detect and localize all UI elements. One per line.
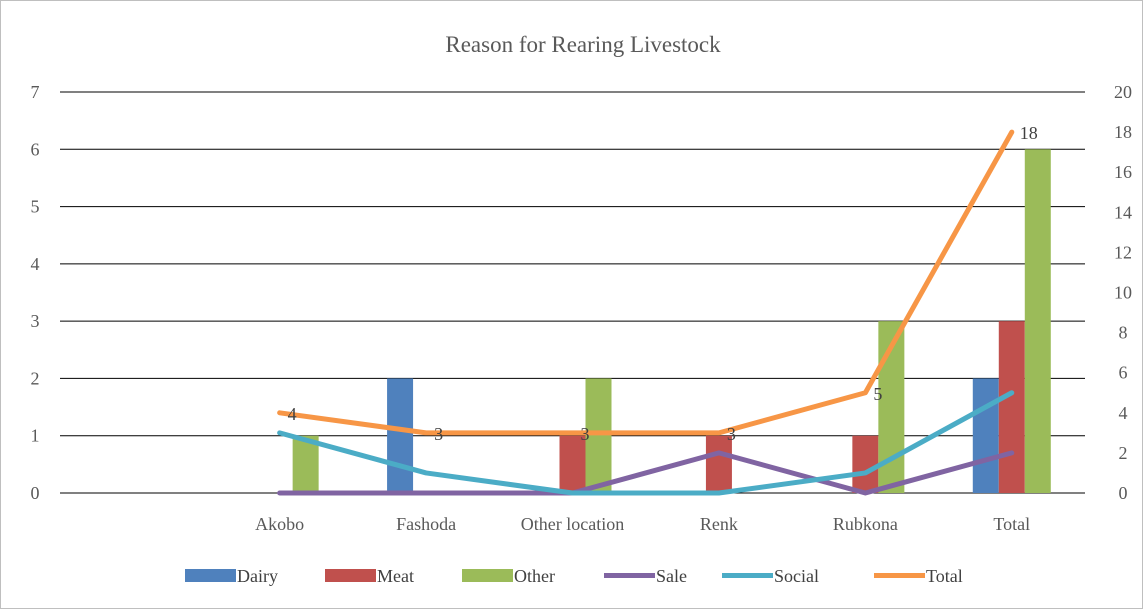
category-label: Rubkona [833, 514, 898, 534]
data-label: 3 [434, 424, 443, 444]
legend-swatch-meat [325, 569, 376, 582]
primary-tick-label: 6 [31, 139, 40, 159]
secondary-tick-label: 8 [1119, 323, 1128, 343]
bar-other-other-location [585, 378, 612, 493]
line-series-total [277, 129, 1015, 436]
bar-meat-other-location [559, 435, 586, 493]
secondary-tick-label: 18 [1114, 122, 1132, 142]
bar-meat-total [998, 321, 1025, 493]
legend-label-sale: Sale [656, 566, 687, 586]
bar-dairy-total [972, 378, 999, 493]
primary-tick-label: 2 [31, 368, 40, 388]
legend-label-other: Other [514, 566, 555, 586]
line-series-social [277, 390, 1015, 496]
data-label: 3 [581, 424, 590, 444]
legend-label-total: Total [926, 566, 963, 586]
primary-tick-label: 7 [31, 82, 40, 102]
primary-tick-label: 3 [31, 311, 40, 331]
secondary-tick-label: 16 [1114, 162, 1132, 182]
legend-label-social: Social [774, 566, 819, 586]
bar-series [292, 149, 1051, 494]
category-labels: Akobo Fashoda Other location Renk Rubkona Tot… [255, 514, 1030, 534]
secondary-tick-label: 0 [1119, 483, 1128, 503]
primary-tick-label: 5 [31, 197, 40, 217]
legend-label-dairy: Dairy [237, 566, 278, 586]
bar-dairy-fashoda [387, 378, 414, 493]
primary-tick-label: 1 [31, 426, 40, 446]
secondary-tick-label: 20 [1114, 82, 1132, 102]
data-label: 4 [288, 404, 297, 424]
data-label: 5 [873, 384, 882, 404]
legend-swatch-dairy [185, 569, 236, 582]
secondary-tick-label: 12 [1114, 242, 1132, 262]
data-label: 3 [727, 424, 736, 444]
bar-other-akobo [292, 435, 319, 493]
primary-tick-label: 4 [31, 254, 40, 274]
category-label: Other location [521, 514, 624, 534]
legend-swatch-other [462, 569, 513, 582]
secondary-axis-ticks: 0 2 4 6 8 10 12 14 16 18 20 [1114, 82, 1132, 503]
primary-axis-ticks: 0 1 2 3 4 5 6 7 [31, 82, 40, 503]
category-label: Total [993, 514, 1030, 534]
category-label: Renk [700, 514, 738, 534]
secondary-tick-label: 2 [1119, 443, 1128, 463]
data-label: 18 [1020, 123, 1038, 143]
legend-label-meat: Meat [377, 566, 414, 586]
secondary-tick-label: 4 [1119, 403, 1128, 423]
line-series [277, 129, 1015, 496]
gridlines [60, 91, 1085, 494]
category-label: Akobo [255, 514, 304, 534]
primary-tick-label: 0 [31, 483, 40, 503]
line-series-sale [277, 450, 1015, 496]
secondary-tick-label: 14 [1114, 202, 1132, 222]
secondary-tick-label: 10 [1114, 283, 1132, 303]
legend: Dairy Meat Other Sale Social Total [185, 566, 963, 586]
bar-meat-rubkona [852, 435, 879, 493]
bar-meat-renk [705, 435, 732, 493]
secondary-tick-label: 6 [1119, 363, 1128, 383]
chart-title: Reason for Rearing Livestock [445, 32, 721, 57]
bar-other-total [1024, 149, 1051, 494]
category-label: Fashoda [396, 514, 456, 534]
data-labels: 4 3 3 3 5 18 [288, 123, 1038, 444]
